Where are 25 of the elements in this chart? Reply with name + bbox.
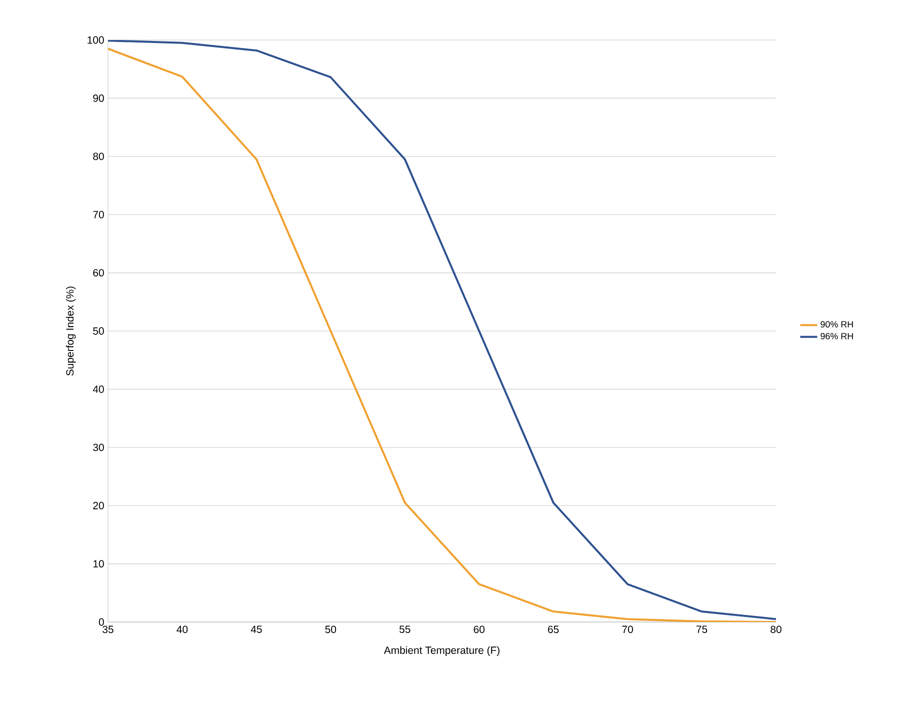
y-tick-label: 40 <box>92 386 104 393</box>
x-tick-label: 35 <box>102 626 114 634</box>
x-tick-label: 65 <box>548 626 559 634</box>
x-tick-label: 40 <box>176 626 188 634</box>
x-tick-label: 45 <box>250 626 262 633</box>
x-tick-label: 75 <box>696 626 708 633</box>
legend-label: 96% RH <box>820 332 853 340</box>
x-tick-label: 60 <box>474 626 485 634</box>
y-tick-label: 10 <box>93 560 104 568</box>
y-tick-label: 50 <box>93 327 104 335</box>
x-tick-label: 50 <box>325 626 336 634</box>
x-tick-label: 70 <box>622 626 633 634</box>
y-tick-label: 100 <box>88 36 104 44</box>
x-axis-title: Ambient Temperature (F) <box>384 646 500 656</box>
x-tick-label: 55 <box>399 626 410 633</box>
y-tick-label: 60 <box>93 269 104 277</box>
y-tick-label: 90 <box>93 94 104 102</box>
y-tick-label: 20 <box>93 502 104 510</box>
y-tick-label: 0 <box>98 618 104 626</box>
y-tick-label: 70 <box>93 210 104 218</box>
y-axis-title: Superfog Index (%) <box>66 286 76 376</box>
y-tick-label: 30 <box>93 444 104 452</box>
legend-label: 90% RH <box>820 321 853 328</box>
x-tick-label: 80 <box>770 626 782 634</box>
y-tick-label: 80 <box>93 152 104 160</box>
